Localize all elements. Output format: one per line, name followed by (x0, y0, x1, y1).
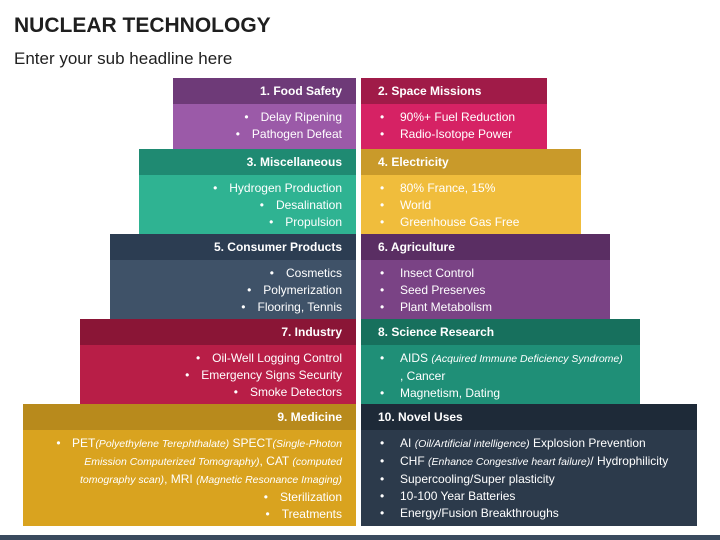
page-title: NUCLEAR TECHNOLOGY (14, 14, 271, 37)
block-miscellaneous: 3. Miscellaneous Hydrogen Production Des… (139, 149, 356, 234)
list-item: Desalination (149, 197, 342, 214)
block-agriculture: 6. Agriculture Insect Control Seed Prese… (361, 234, 610, 319)
block-header: 2. Space Missions (361, 78, 547, 104)
block-header: 4. Electricity (361, 149, 581, 175)
block-header: 6. Agriculture (361, 234, 610, 260)
list-item: AIDS (Acquired Immune Deficiency Syndrom… (378, 350, 632, 385)
list-item: Sterilization (33, 489, 342, 506)
list-item: Flooring, Tennis (120, 299, 343, 316)
block-header: 1. Food Safety (173, 78, 356, 104)
list-item: Oil-Well Logging Control (90, 350, 342, 367)
list-item: Propulsion (149, 214, 342, 231)
list-item: Pathogen Defeat (183, 126, 342, 143)
list-item: Polymerization (120, 282, 342, 299)
block-electricity: 4. Electricity 80% France, 15% World Gre… (361, 149, 581, 234)
block-medicine: 9. Medicine PET(Polyethylene Terephthala… (23, 404, 356, 526)
block-header: 8. Science Research (361, 319, 640, 345)
list-item: 80% France, 15% (378, 180, 573, 197)
list-item: Radio-Isotope Power (378, 126, 539, 143)
list-item: Treatments (33, 506, 342, 523)
list-item: Delay Ripening (183, 109, 342, 126)
list-item: Hydrogen Production (149, 180, 342, 197)
list-item: Magnetism, Dating (378, 385, 632, 402)
list-item: Supercooling/Super plasticity (378, 471, 689, 488)
list-item: PET(Polyethylene Terephthalate) SPECT(Si… (33, 435, 342, 489)
list-item: AI (Oil/Artificial intelligence) Explosi… (378, 435, 689, 453)
list-item: Smoke Detectors (90, 384, 342, 401)
list-item: CHF (Enhance Congestive heart failure)/ … (378, 453, 689, 471)
list-item: 90%+ Fuel Reduction (378, 109, 539, 126)
list-item: Insect Control (378, 265, 602, 282)
list-item: Emergency Signs Security (90, 367, 342, 384)
block-consumer-products: 5. Consumer Products Cosmetics Polymeriz… (110, 234, 356, 319)
list-item: 10-100 Year Batteries (378, 488, 689, 505)
list-item: Energy/Fusion Breakthroughs (378, 505, 689, 522)
block-header: 10. Novel Uses (361, 404, 697, 430)
list-item: Greenhouse Gas Free (378, 214, 573, 231)
list-item: World (378, 197, 573, 214)
block-science-research: 8. Science Research AIDS (Acquired Immun… (361, 319, 640, 404)
block-novel-uses: 10. Novel Uses AI (Oil/Artificial intell… (361, 404, 697, 526)
list-item: Cosmetics (120, 265, 342, 282)
block-space-missions: 2. Space Missions 90%+ Fuel Reduction Ra… (361, 78, 547, 150)
page-subtitle: Enter your sub headline here (14, 49, 233, 68)
block-industry: 7. Industry Oil-Well Logging Control Eme… (80, 319, 356, 404)
block-header: 9. Medicine (23, 404, 356, 430)
block-header: 7. Industry (80, 319, 356, 345)
block-header: 5. Consumer Products (110, 234, 356, 260)
block-food-safety: 1. Food Safety Delay Ripening Pathogen D… (173, 78, 356, 150)
bottom-bar (0, 535, 720, 540)
list-item: Plant Metabolism (378, 299, 602, 316)
block-header: 3. Miscellaneous (139, 149, 356, 175)
list-item: Seed Preserves (378, 282, 602, 299)
